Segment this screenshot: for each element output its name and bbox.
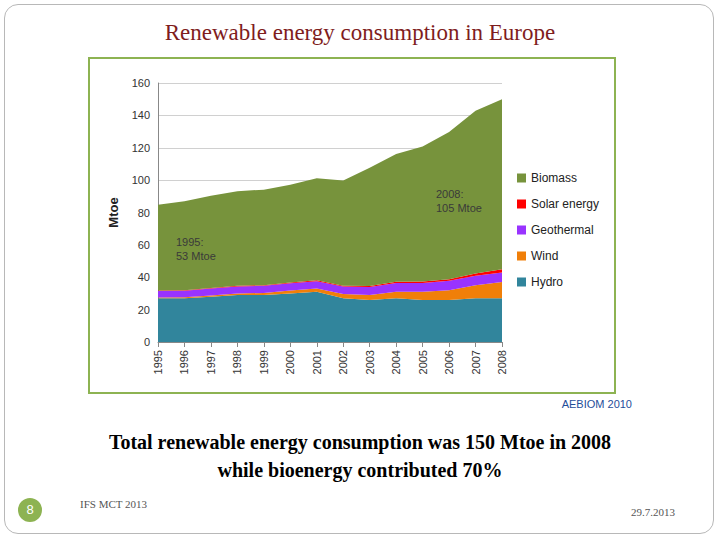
svg-text:100: 100: [132, 174, 150, 186]
svg-text:140: 140: [132, 109, 150, 121]
svg-text:Hydro: Hydro: [531, 275, 563, 289]
svg-text:2006: 2006: [443, 350, 455, 374]
svg-text:60: 60: [138, 239, 150, 251]
svg-text:1996: 1996: [178, 350, 190, 374]
html-text:Renewable energy consumption i: Renewable energy consumption in Europe: [164, 20, 556, 45]
html-text:IFS MCT 2013: IFS MCT 2013: [80, 498, 147, 510]
svg-text:2002: 2002: [337, 350, 349, 374]
svg-text:Mtoe: Mtoe: [106, 197, 121, 227]
html-text:AEBIOM 2010: AEBIOM 2010: [561, 398, 632, 410]
svg-text:2008:: 2008:: [436, 188, 464, 200]
svg-text:2003: 2003: [364, 350, 376, 374]
svg-text:2008: 2008: [496, 350, 508, 374]
svg-text:0: 0: [144, 336, 150, 348]
svg-text:1998: 1998: [231, 350, 243, 374]
svg-text:1999: 1999: [258, 350, 270, 374]
svg-text:80: 80: [138, 207, 150, 219]
svg-text:160: 160: [132, 77, 150, 89]
html-text:29.7.2013: 29.7.2013: [631, 506, 675, 518]
svg-text:2001: 2001: [311, 350, 323, 374]
svg-text:Wind: Wind: [531, 249, 558, 263]
svg-text:53 Mtoe: 53 Mtoe: [176, 250, 216, 262]
svg-text:1997: 1997: [205, 350, 217, 374]
svg-text:Solar energy: Solar energy: [531, 197, 599, 211]
html-text:Total renewable energy consump: Total renewable energy consumption was 1…: [108, 431, 612, 481]
svg-text:2000: 2000: [284, 350, 296, 374]
svg-text:105 Mtoe: 105 Mtoe: [436, 202, 482, 214]
svg-text:2004: 2004: [390, 350, 402, 374]
svg-text:20: 20: [138, 304, 150, 316]
html-text:8: 8: [26, 502, 34, 517]
svg-text:Geothermal: Geothermal: [531, 223, 594, 237]
svg-text:2007: 2007: [470, 350, 482, 374]
svg-text:1995: 1995: [152, 350, 164, 374]
svg-text:120: 120: [132, 142, 150, 154]
svg-text:40: 40: [138, 271, 150, 283]
svg-text:2005: 2005: [417, 350, 429, 374]
svg-text:Biomass: Biomass: [531, 171, 577, 185]
svg-text:1995:: 1995:: [176, 236, 204, 248]
